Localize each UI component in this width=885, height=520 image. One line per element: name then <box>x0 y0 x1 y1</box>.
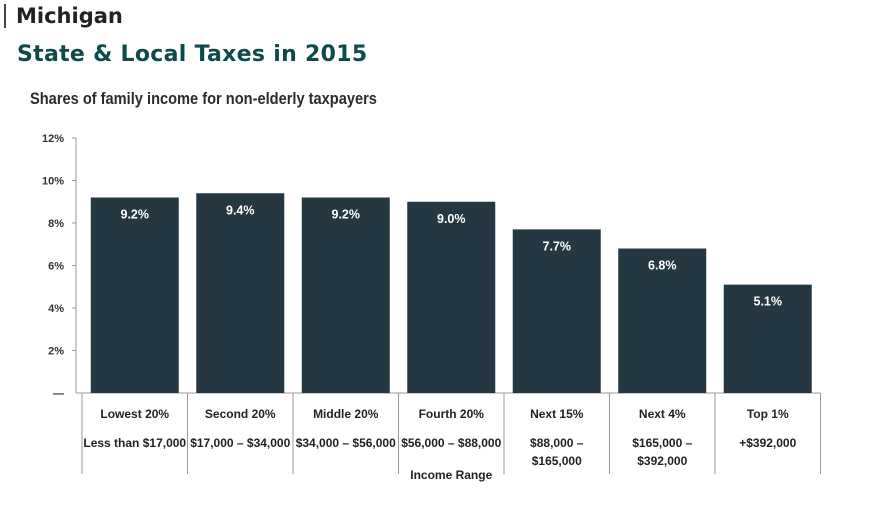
bar-value-label: 9.4% <box>226 203 255 217</box>
category-label: Next 15% <box>530 407 584 421</box>
state-header: Michigan <box>4 4 123 28</box>
x-axis-title: Income Range <box>410 468 492 482</box>
state-name: Michigan <box>16 4 123 28</box>
bar-value-label: 7.7% <box>543 239 572 253</box>
y-tick-label: 2% <box>48 346 64 358</box>
income-range-label: $88,000 – <box>530 436 584 450</box>
income-range-label: $165,000 – <box>632 436 692 450</box>
bar <box>512 229 601 393</box>
category-label: Lowest 20% <box>100 407 169 421</box>
bar-value-label: 9.2% <box>332 208 361 222</box>
y-tick-label: 8% <box>48 218 64 230</box>
income-range-label: +$392,000 <box>739 436 796 450</box>
income-range-label: $17,000 – $34,000 <box>190 436 290 450</box>
y-tick-label: 10% <box>42 176 64 188</box>
category-label: Second 20% <box>205 407 276 421</box>
bar <box>618 248 707 393</box>
y-tick-label: 4% <box>48 303 64 315</box>
bar <box>301 197 390 393</box>
income-range-label: $34,000 – $56,000 <box>296 436 396 450</box>
income-range-label: $165,000 <box>532 454 582 468</box>
category-label: Top 1% <box>747 407 789 421</box>
header-divider <box>4 4 6 28</box>
y-tick-label: 6% <box>48 261 64 273</box>
bar <box>723 284 812 393</box>
y-tick-label: — <box>53 388 64 400</box>
y-tick-label: 12% <box>42 133 64 145</box>
category-label: Fourth 20% <box>419 407 485 421</box>
bar <box>196 193 285 393</box>
category-label: Next 4% <box>639 407 686 421</box>
income-range-label: Less than $17,000 <box>83 436 186 450</box>
page-title: State & Local Taxes in 2015 <box>17 42 368 67</box>
bar <box>407 201 496 393</box>
bar-value-label: 6.8% <box>648 259 677 273</box>
bar-value-label: 9.0% <box>437 212 466 226</box>
bar-value-label: 9.2% <box>121 208 150 222</box>
chart-subtitle: Shares of family income for non-elderly … <box>30 89 377 108</box>
income-range-label: $392,000 <box>637 454 687 468</box>
income-range-label: $56,000 – $88,000 <box>401 436 501 450</box>
bar <box>90 197 179 393</box>
category-label: Middle 20% <box>313 407 379 421</box>
bar-value-label: 5.1% <box>754 295 783 309</box>
